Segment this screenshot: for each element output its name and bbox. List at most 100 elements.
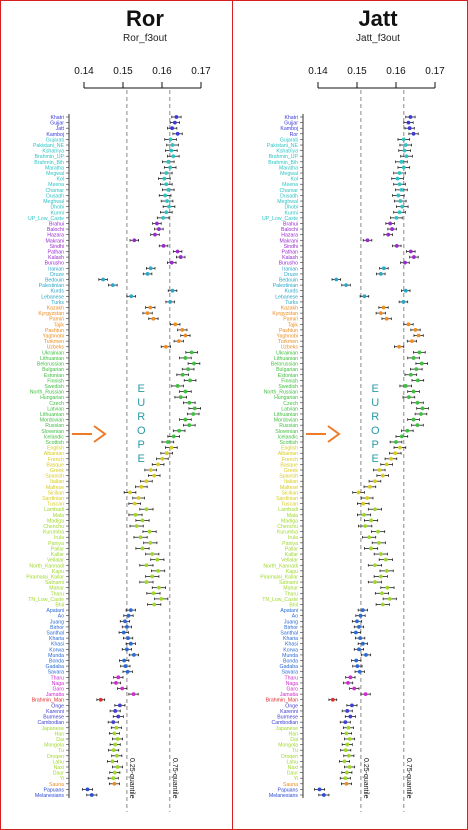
data-point: [407, 126, 412, 131]
population-label: UP_Low_Caste: [28, 216, 64, 222]
population-label: Greek: [50, 468, 65, 474]
data-point: [123, 664, 128, 669]
data-point: [358, 636, 363, 641]
population-label: Belorussian: [37, 362, 64, 368]
population-label: Munda: [282, 653, 298, 659]
data-point: [171, 434, 176, 439]
population-label: Pallar: [285, 546, 299, 552]
data-point: [393, 451, 398, 456]
annotation-letter: P: [138, 439, 146, 451]
population-label: English: [281, 446, 298, 452]
quantile-label: 0.25-quantile: [362, 758, 369, 799]
data-point: [398, 199, 403, 203]
population-label: French: [48, 457, 64, 463]
x-tick-label: 0.14: [74, 66, 94, 77]
data-point: [403, 288, 408, 293]
population-label: Maltese: [280, 485, 298, 491]
data-point: [191, 412, 196, 416]
data-point: [403, 143, 408, 147]
population-label: Lambadi: [278, 507, 298, 513]
population-label: Gujjar: [50, 121, 64, 127]
population-label: Slovenian: [41, 429, 64, 435]
population-label: English: [47, 446, 64, 452]
data-point: [346, 681, 350, 685]
population-label: Hazara: [47, 233, 64, 239]
population-label: Kazakh: [47, 306, 64, 312]
data-point: [344, 781, 349, 786]
data-point: [362, 294, 367, 299]
population-label: Sicilian: [48, 490, 65, 496]
population-label: Mahar: [49, 586, 64, 592]
data-point: [380, 602, 385, 607]
data-point: [164, 210, 169, 215]
population-label: Brahmin_Bih: [34, 160, 64, 166]
data-point: [363, 524, 368, 528]
population-label: Kyrgyzstan: [38, 311, 64, 317]
data-point: [151, 316, 156, 321]
data-point: [115, 765, 120, 769]
data-point: [151, 591, 156, 596]
data-point: [140, 546, 145, 551]
population-label: Albanian: [278, 451, 298, 457]
data-point: [145, 311, 150, 316]
population-label: Oroqen: [47, 754, 64, 760]
data-point: [120, 686, 125, 691]
population-label: Daur: [53, 771, 65, 777]
data-point: [156, 585, 161, 590]
data-point: [396, 193, 401, 198]
data-point: [376, 529, 380, 534]
data-point: [123, 619, 127, 624]
data-point: [180, 372, 185, 377]
data-point: [155, 557, 160, 562]
population-label: Naga: [52, 681, 65, 687]
population-label: Latvian: [281, 406, 298, 412]
population-label: Maratha: [45, 165, 64, 171]
population-label: Naxi: [288, 765, 298, 771]
population-label: Belorussian: [271, 362, 298, 368]
data-point: [156, 462, 161, 467]
x-tick-label: 0.16: [386, 66, 406, 77]
data-point: [414, 367, 419, 372]
population-label: Palestinian: [39, 283, 64, 289]
data-point: [373, 507, 377, 512]
data-point: [373, 580, 377, 584]
data-point: [383, 557, 388, 562]
population-label: Yaghnobi: [276, 334, 298, 340]
population-label: Ukrainian: [276, 350, 298, 356]
data-point: [175, 384, 180, 388]
data-point: [144, 479, 149, 484]
data-point: [394, 215, 399, 220]
population-label: Kurmi: [50, 210, 64, 216]
data-point: [128, 608, 133, 612]
population-label: Onge: [285, 703, 298, 709]
population-label: Czech: [283, 401, 298, 407]
data-point: [126, 613, 131, 618]
population-label: Kallar: [285, 552, 299, 558]
population-label: Albanian: [44, 451, 64, 457]
data-point: [380, 591, 384, 596]
data-point: [153, 232, 157, 237]
population-label: Tharu: [50, 591, 64, 597]
population-label: Meghwal: [277, 199, 298, 205]
panel-divider: [232, 0, 233, 830]
population-label: Scottish: [280, 440, 299, 446]
data-point: [165, 440, 170, 444]
data-point: [164, 344, 168, 349]
population-label: Russian: [45, 423, 64, 429]
chart-title-jatt: Jatt: [358, 6, 398, 31]
population-label: Uzbeks: [281, 345, 299, 351]
population-label: Kharia: [283, 636, 298, 642]
data-point: [399, 159, 404, 164]
data-point: [148, 305, 153, 310]
population-label: Czech: [49, 401, 64, 407]
population-label: Brahmin_Man: [266, 698, 298, 704]
population-label: Lithuanian: [274, 356, 298, 362]
data-point: [348, 675, 353, 680]
population-label: Lithuanian: [274, 412, 298, 418]
data-point: [112, 781, 117, 786]
data-point: [419, 412, 423, 416]
data-point: [411, 131, 416, 136]
population-label: Turks: [285, 300, 298, 306]
chart-ror: 0.14 0.15 0.16 0.17 0.25-quantile 0.75-quanti…: [26, 66, 211, 812]
population-label: Tu: [292, 748, 298, 754]
